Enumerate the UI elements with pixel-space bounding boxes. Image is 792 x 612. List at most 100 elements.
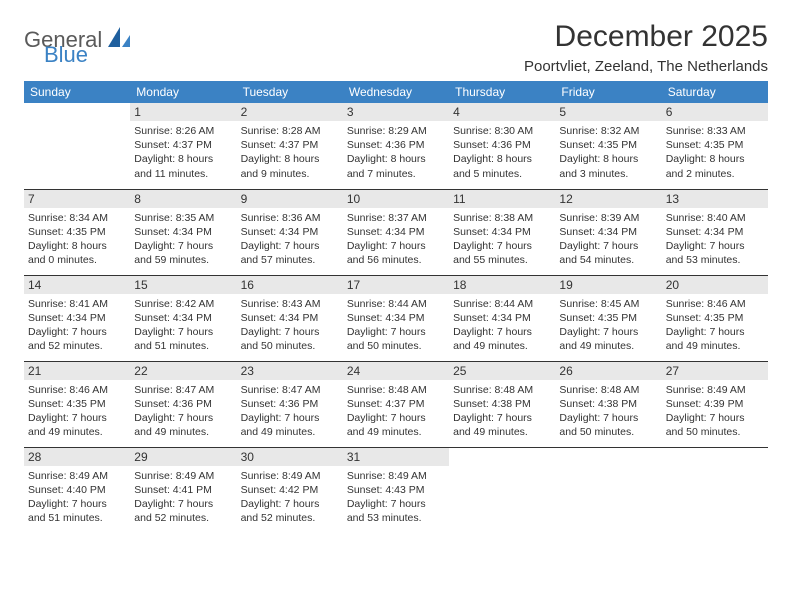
calendar-cell: 19 Sunrise: 8:45 AMSunset: 4:35 PMDayligh… — [555, 275, 661, 361]
day-info: Sunrise: 8:38 AMSunset: 4:34 PMDaylight:… — [453, 211, 551, 268]
calendar-cell — [24, 103, 130, 189]
title-block: December 2025 Poortvliet, Zeeland, The N… — [524, 20, 768, 75]
calendar-cell: 30 Sunrise: 8:49 AMSunset: 4:42 PMDayligh… — [237, 447, 343, 533]
calendar-cell: 20Sunrise: 8:46 AMSunset: 4:35 PMDayligh… — [662, 275, 768, 361]
day-number: 20 — [662, 276, 768, 294]
calendar-cell: 23 Sunrise: 8:47 AMSunset: 4:36 PMDayligh… — [237, 361, 343, 447]
day-info: Sunrise: 8:35 AMSunset: 4:34 PMDaylight:… — [134, 211, 232, 268]
calendar-cell — [555, 447, 661, 533]
day-info: Sunrise: 8:49 AMSunset: 4:39 PMDaylight:… — [666, 383, 764, 440]
col-saturday: Saturday — [662, 81, 768, 103]
header: General Blue December 2025 Poortvliet, Z… — [24, 20, 768, 75]
calendar-cell: 28Sunrise: 8:49 AMSunset: 4:40 PMDayligh… — [24, 447, 130, 533]
day-number: 11 — [449, 190, 555, 208]
day-number: 29 — [130, 448, 236, 466]
day-number: 18 — [449, 276, 555, 294]
calendar-cell — [662, 447, 768, 533]
calendar-row: 1Sunrise: 8:26 AMSunset: 4:37 PMDaylight… — [24, 103, 768, 189]
day-number: 4 — [449, 103, 555, 121]
day-info: Sunrise: 8:44 AMSunset: 4:34 PMDaylight:… — [347, 297, 445, 354]
day-number: 14 — [24, 276, 130, 294]
day-info: Sunrise: 8:49 AMSunset: 4:40 PMDaylight:… — [28, 469, 126, 526]
day-info: Sunrise: 8:39 AMSunset: 4:34 PMDaylight:… — [559, 211, 657, 268]
calendar-cell — [449, 447, 555, 533]
col-sunday: Sunday — [24, 81, 130, 103]
calendar-row: 28Sunrise: 8:49 AMSunset: 4:40 PMDayligh… — [24, 447, 768, 533]
day-number: 13 — [662, 190, 768, 208]
calendar-cell: 9 Sunrise: 8:36 AMSunset: 4:34 PMDaylight… — [237, 189, 343, 275]
calendar-cell: 27 Sunrise: 8:49 AMSunset: 4:39 PMDayligh… — [662, 361, 768, 447]
calendar-cell: 11 Sunrise: 8:38 AMSunset: 4:34 PMDayligh… — [449, 189, 555, 275]
day-info: Sunrise: 8:37 AMSunset: 4:34 PMDaylight:… — [347, 211, 445, 268]
day-info: Sunrise: 8:28 AMSunset: 4:37 PMDaylight:… — [241, 124, 339, 181]
day-number: 7 — [24, 190, 130, 208]
day-number: 17 — [343, 276, 449, 294]
calendar-cell: 13 Sunrise: 8:40 AMSunset: 4:34 PMDayligh… — [662, 189, 768, 275]
calendar-cell: 18 Sunrise: 8:44 AMSunset: 4:34 PMDayligh… — [449, 275, 555, 361]
calendar-cell: 10 Sunrise: 8:37 AMSunset: 4:34 PMDayligh… — [343, 189, 449, 275]
logo: General Blue — [24, 30, 64, 66]
day-number: 3 — [343, 103, 449, 121]
day-info: Sunrise: 8:41 AMSunset: 4:34 PMDaylight:… — [28, 297, 126, 354]
calendar-cell: 24 Sunrise: 8:48 AMSunset: 4:37 PMDayligh… — [343, 361, 449, 447]
day-info: Sunrise: 8:49 AMSunset: 4:41 PMDaylight:… — [134, 469, 232, 526]
calendar-cell: 15Sunrise: 8:42 AMSunset: 4:34 PMDayligh… — [130, 275, 236, 361]
calendar-cell: 5Sunrise: 8:32 AMSunset: 4:35 PMDaylight… — [555, 103, 661, 189]
calendar-body: 1Sunrise: 8:26 AMSunset: 4:37 PMDaylight… — [24, 103, 768, 533]
calendar-cell: 25Sunrise: 8:48 AMSunset: 4:38 PMDayligh… — [449, 361, 555, 447]
calendar-row: 14 Sunrise: 8:41 AMSunset: 4:34 PMDayligh… — [24, 275, 768, 361]
calendar-cell: 16 Sunrise: 8:43 AMSunset: 4:34 PMDayligh… — [237, 275, 343, 361]
month-title: December 2025 — [524, 20, 768, 54]
day-info: Sunrise: 8:47 AMSunset: 4:36 PMDaylight:… — [241, 383, 339, 440]
calendar-cell: 21Sunrise: 8:46 AMSunset: 4:35 PMDayligh… — [24, 361, 130, 447]
col-thursday: Thursday — [449, 81, 555, 103]
day-info: Sunrise: 8:48 AMSunset: 4:37 PMDaylight:… — [347, 383, 445, 440]
day-info: Sunrise: 8:49 AMSunset: 4:42 PMDaylight:… — [241, 469, 339, 526]
calendar-cell: 31 Sunrise: 8:49 AMSunset: 4:43 PMDayligh… — [343, 447, 449, 533]
day-info: Sunrise: 8:48 AMSunset: 4:38 PMDaylight:… — [559, 383, 657, 440]
day-info: Sunrise: 8:43 AMSunset: 4:34 PMDaylight:… — [241, 297, 339, 354]
day-number: 23 — [237, 362, 343, 380]
day-info: Sunrise: 8:49 AMSunset: 4:43 PMDaylight:… — [347, 469, 445, 526]
calendar-cell: 29 Sunrise: 8:49 AMSunset: 4:41 PMDayligh… — [130, 447, 236, 533]
day-number: 19 — [555, 276, 661, 294]
day-number: 2 — [237, 103, 343, 121]
day-number: 16 — [237, 276, 343, 294]
calendar-cell: 12 Sunrise: 8:39 AMSunset: 4:34 PMDayligh… — [555, 189, 661, 275]
calendar-cell: 7Sunrise: 8:34 AMSunset: 4:35 PMDaylight… — [24, 189, 130, 275]
day-info: Sunrise: 8:46 AMSunset: 4:35 PMDaylight:… — [28, 383, 126, 440]
day-number: 26 — [555, 362, 661, 380]
day-info: Sunrise: 8:29 AMSunset: 4:36 PMDaylight:… — [347, 124, 445, 181]
calendar-cell: 2 Sunrise: 8:28 AMSunset: 4:37 PMDaylight… — [237, 103, 343, 189]
calendar-cell: 26 Sunrise: 8:48 AMSunset: 4:38 PMDayligh… — [555, 361, 661, 447]
day-number: 27 — [662, 362, 768, 380]
col-tuesday: Tuesday — [237, 81, 343, 103]
day-number: 31 — [343, 448, 449, 466]
day-info: Sunrise: 8:33 AMSunset: 4:35 PMDaylight:… — [666, 124, 764, 181]
logo-text-blue: Blue — [44, 45, 102, 66]
calendar-table: Sunday Monday Tuesday Wednesday Thursday… — [24, 81, 768, 533]
day-info: Sunrise: 8:42 AMSunset: 4:34 PMDaylight:… — [134, 297, 232, 354]
calendar-cell: 6 Sunrise: 8:33 AMSunset: 4:35 PMDaylight… — [662, 103, 768, 189]
day-number: 10 — [343, 190, 449, 208]
day-info: Sunrise: 8:47 AMSunset: 4:36 PMDaylight:… — [134, 383, 232, 440]
calendar-row: 21Sunrise: 8:46 AMSunset: 4:35 PMDayligh… — [24, 361, 768, 447]
day-info: Sunrise: 8:45 AMSunset: 4:35 PMDaylight:… — [559, 297, 657, 354]
weekday-header-row: Sunday Monday Tuesday Wednesday Thursday… — [24, 81, 768, 103]
day-info: Sunrise: 8:40 AMSunset: 4:34 PMDaylight:… — [666, 211, 764, 268]
day-number: 30 — [237, 448, 343, 466]
day-info: Sunrise: 8:36 AMSunset: 4:34 PMDaylight:… — [241, 211, 339, 268]
location: Poortvliet, Zeeland, The Netherlands — [524, 58, 768, 75]
day-number: 9 — [237, 190, 343, 208]
day-info: Sunrise: 8:44 AMSunset: 4:34 PMDaylight:… — [453, 297, 551, 354]
calendar-cell: 8 Sunrise: 8:35 AMSunset: 4:34 PMDaylight… — [130, 189, 236, 275]
col-wednesday: Wednesday — [343, 81, 449, 103]
day-number: 12 — [555, 190, 661, 208]
calendar-cell: 22 Sunrise: 8:47 AMSunset: 4:36 PMDayligh… — [130, 361, 236, 447]
day-number: 22 — [130, 362, 236, 380]
day-number: 8 — [130, 190, 236, 208]
day-number: 5 — [555, 103, 661, 121]
calendar-cell: 4Sunrise: 8:30 AMSunset: 4:36 PMDaylight… — [449, 103, 555, 189]
day-number: 24 — [343, 362, 449, 380]
day-number: 6 — [662, 103, 768, 121]
